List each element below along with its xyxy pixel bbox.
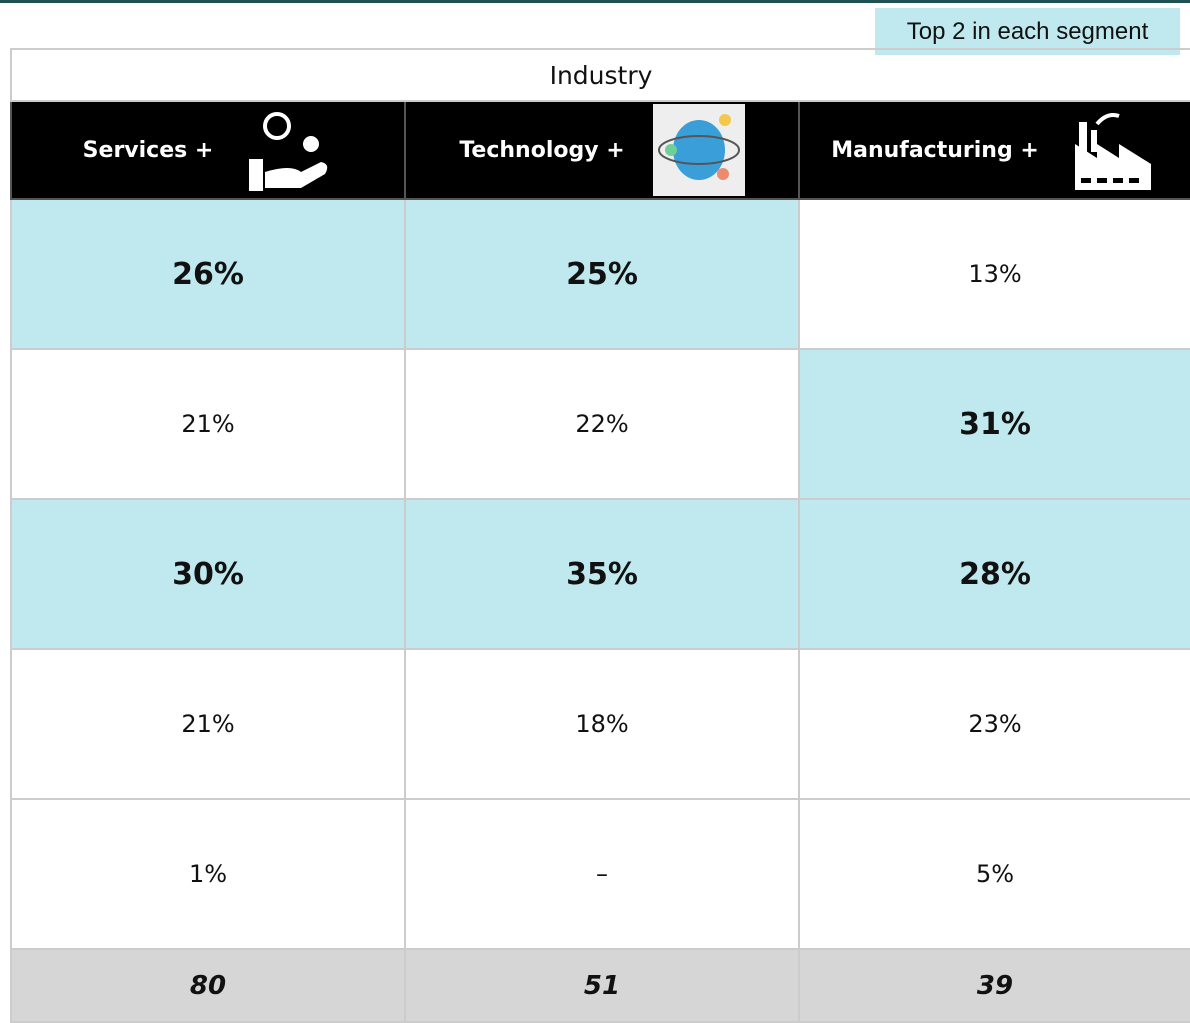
column-icon [241, 104, 334, 196]
total-cell: 80 [10, 950, 404, 1023]
table-cell: – [404, 800, 798, 950]
table-cell: 35% [404, 500, 798, 650]
total-cell: 51 [404, 950, 798, 1023]
table-cell: 5% [798, 800, 1190, 950]
table-cell: 21% [10, 650, 404, 800]
table-cell: 25% [404, 200, 798, 350]
group-header: Industry [10, 48, 1190, 102]
column-header: Manufacturing + [798, 102, 1190, 200]
column-header: Services + [10, 102, 404, 200]
table-cell: 21% [10, 350, 404, 500]
total-cell: 39 [798, 950, 1190, 1023]
table-cell: 13% [798, 200, 1190, 350]
column-label: Technology + [459, 137, 625, 163]
column-header: Technology + [404, 102, 798, 200]
column-icon [652, 104, 745, 196]
table-cell: 26% [10, 200, 404, 350]
table-cell: 18% [404, 650, 798, 800]
table-cell: 28% [798, 500, 1190, 650]
column-label: Manufacturing + [831, 137, 1039, 163]
column-icon [1066, 104, 1159, 196]
table-cell: 23% [798, 650, 1190, 800]
table-cell: 1% [10, 800, 404, 950]
top-bar [0, 0, 1190, 3]
table-cell: 31% [798, 350, 1190, 500]
column-label: Services + [82, 137, 214, 163]
legend: Top 2 in each segment [875, 8, 1180, 55]
table-cell: 22% [404, 350, 798, 500]
table-cell: 30% [10, 500, 404, 650]
